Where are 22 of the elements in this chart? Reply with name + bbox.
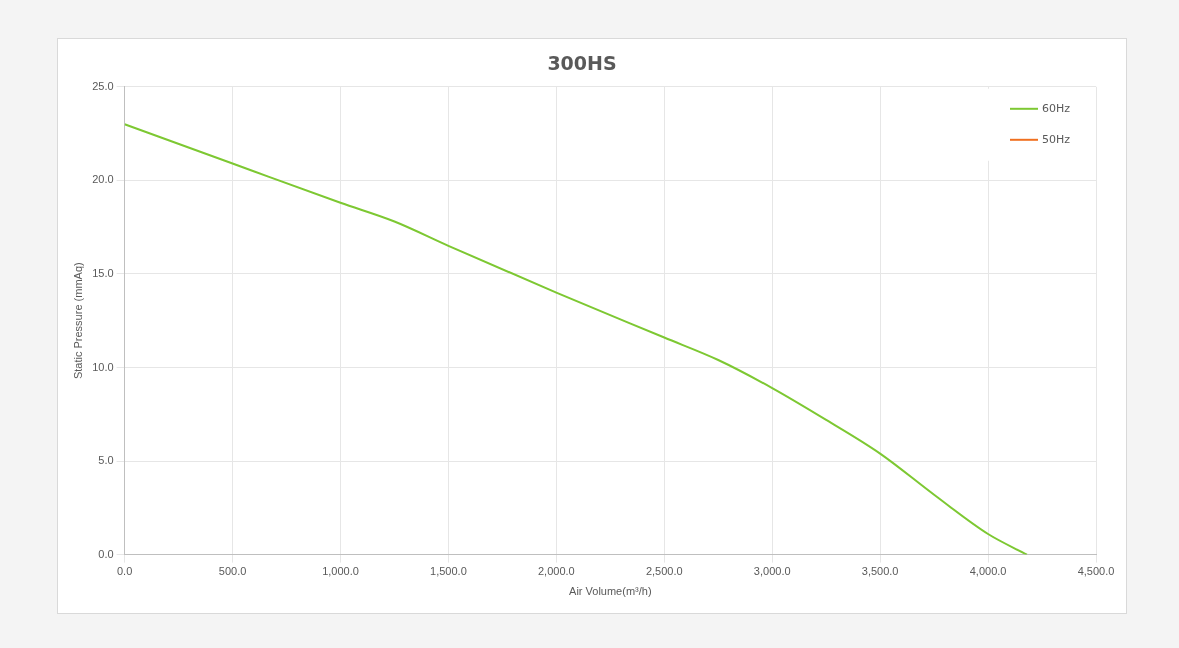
x-tick-label: 1,000.0 (322, 565, 359, 578)
line-series (124, 123, 1028, 555)
legend-label: 60Hz (1042, 101, 1071, 115)
legend-label: 50Hz (1042, 132, 1071, 146)
y-tick-label: 5.0 (98, 454, 114, 467)
x-tick-label: 3,000.0 (753, 565, 791, 578)
y-tick-label: 0.0 (98, 547, 114, 560)
x-tick-label: 4,000.0 (969, 565, 1007, 578)
y-tick-label: 10.0 (92, 360, 114, 373)
x-tick-label: 2,000.0 (537, 565, 575, 578)
x-tick-label: 2,500.0 (645, 565, 683, 578)
x-axis-title: Air Volume(m³/h) (569, 585, 652, 598)
y-axis-title: Static Pressure (mmAq) (71, 262, 84, 380)
x-tick-label: 0.0 (116, 565, 133, 578)
y-tick-label: 20.0 (92, 173, 114, 186)
y-tick-label: 25.0 (92, 79, 114, 92)
chart-title: 300HS (547, 52, 617, 75)
x-tick-label: 3,500.0 (861, 565, 899, 578)
x-tick-label: 4,500.0 (1077, 565, 1115, 578)
y-tick-label: 15.0 (92, 266, 114, 279)
x-tick-label: 1,500.0 (430, 565, 467, 578)
x-tick-label: 500.0 (218, 565, 247, 578)
